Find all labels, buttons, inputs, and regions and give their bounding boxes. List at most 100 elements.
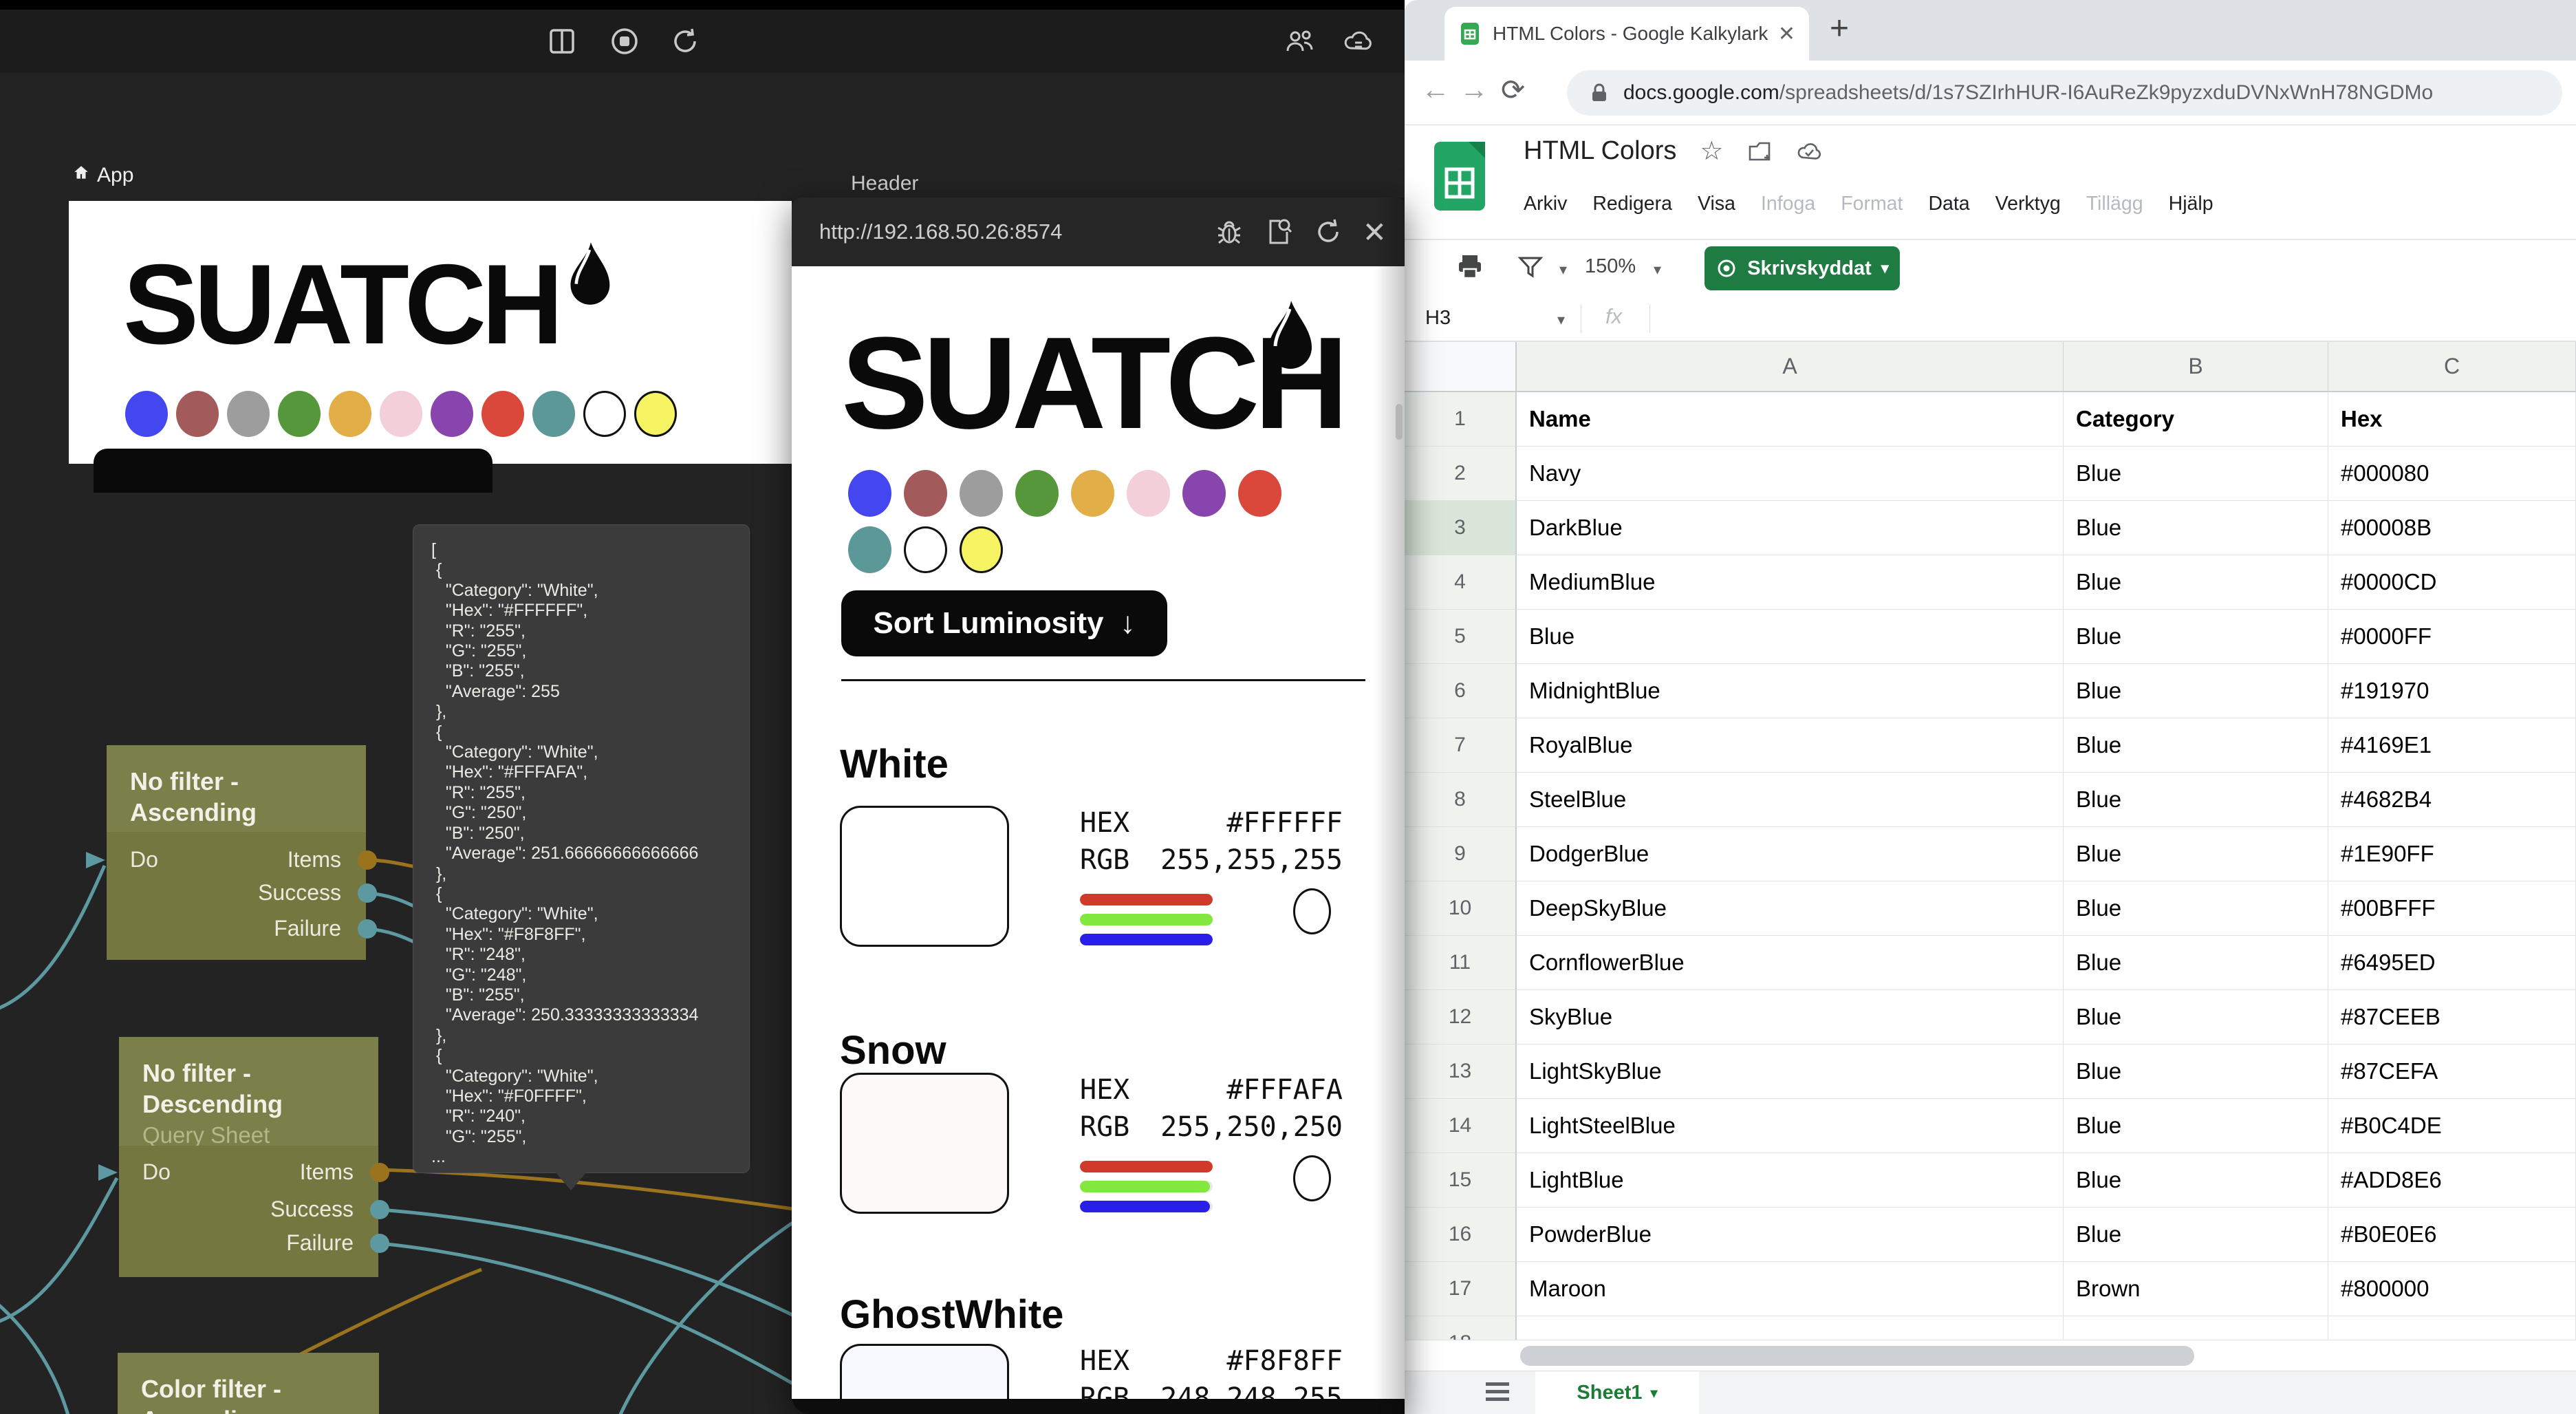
cell[interactable]: LightSkyBlue <box>1517 1045 2064 1099</box>
cell[interactable]: #00008B <box>2328 501 2576 555</box>
debug-bug-icon[interactable] <box>1214 217 1244 247</box>
move-icon[interactable] <box>1746 138 1773 164</box>
column-header-C[interactable]: C <box>2328 342 2576 392</box>
cell[interactable]: DarkBlue <box>1517 501 2064 555</box>
column-header-A[interactable]: A <box>1517 342 2064 392</box>
menu-item-redigera[interactable]: Redigera <box>1592 193 1672 215</box>
cell[interactable]: #4682B4 <box>2328 773 2576 827</box>
row-header[interactable]: 15 <box>1405 1153 1517 1208</box>
graph-node[interactable]: No filter - Descending Query Sheet Do Items… <box>98 1037 389 1277</box>
output-port-dot[interactable] <box>358 883 377 903</box>
cell[interactable]: #800000 <box>2328 1262 2576 1316</box>
refresh-icon[interactable] <box>669 25 702 58</box>
row-header[interactable]: 14 <box>1405 1099 1517 1153</box>
menu-item-tillägg[interactable]: Tillägg <box>2086 193 2143 215</box>
horizontal-scrollbar[interactable] <box>1405 1340 2576 1371</box>
cell[interactable]: Blue <box>2064 990 2328 1045</box>
grid-corner[interactable] <box>1405 342 1517 392</box>
cell[interactable]: #000080 <box>2328 447 2576 501</box>
row-header[interactable]: 11 <box>1405 936 1517 990</box>
cell[interactable]: Blue <box>2064 827 2328 881</box>
sort-luminosity-button[interactable]: Sort Luminosity ↓ <box>841 590 1167 656</box>
zoom-caret-icon[interactable]: ▾ <box>1654 261 1662 278</box>
cell[interactable]: MediumBlue <box>1517 555 2064 610</box>
cell[interactable]: #87CEEB <box>2328 990 2576 1045</box>
output-port-label[interactable]: Success <box>270 1197 354 1221</box>
filter-icon[interactable] <box>1516 253 1545 281</box>
cell[interactable]: MidnightBlue <box>1517 664 2064 718</box>
namebox-caret-icon[interactable]: ▾ <box>1557 311 1566 328</box>
reload-icon[interactable] <box>1313 217 1343 247</box>
split-columns-icon[interactable] <box>545 25 578 58</box>
refresh-icon[interactable]: ⟳ <box>1501 74 1526 106</box>
browser-tab[interactable]: HTML Colors - Google Kalkylark ✕ <box>1444 7 1809 61</box>
cell[interactable]: Blue <box>2064 718 2328 773</box>
protected-button[interactable]: Skrivskyddat ▾ <box>1704 246 1900 290</box>
star-icon[interactable]: ☆ <box>1700 136 1724 166</box>
cloud-sync-icon[interactable] <box>1341 25 1374 58</box>
row-header[interactable]: 1 <box>1405 392 1517 447</box>
all-sheets-icon[interactable] <box>1486 1382 1509 1405</box>
scrollbar-thumb[interactable] <box>1520 1346 2194 1366</box>
cell[interactable]: LightSteelBlue <box>1517 1099 2064 1153</box>
cell[interactable] <box>2064 1316 2328 1340</box>
new-tab-button[interactable]: + <box>1830 10 1850 47</box>
cell[interactable]: Blue <box>2064 555 2328 610</box>
cell[interactable]: Category <box>2064 392 2328 447</box>
row-header[interactable]: 8 <box>1405 773 1517 827</box>
output-port-label[interactable]: Failure <box>286 1230 354 1255</box>
print-icon[interactable] <box>1455 253 1484 281</box>
cell[interactable]: Blue <box>2064 881 2328 936</box>
breadcrumb[interactable]: App <box>72 164 133 187</box>
cell[interactable]: Blue <box>2064 447 2328 501</box>
sheet-tab[interactable]: Sheet1 ▾ <box>1535 1371 1699 1414</box>
row-header[interactable]: 9 <box>1405 827 1517 881</box>
cell[interactable]: DeepSkyBlue <box>1517 881 2064 936</box>
cell[interactable]: #ADD8E6 <box>2328 1153 2576 1208</box>
cell[interactable]: Blue <box>2064 610 2328 664</box>
cell[interactable]: Blue <box>1517 610 2064 664</box>
stop-icon[interactable] <box>608 25 641 58</box>
row-header[interactable]: 5 <box>1405 610 1517 664</box>
output-port-dot[interactable] <box>370 1200 389 1219</box>
forward-icon[interactable]: → <box>1460 73 1489 105</box>
output-port-dot[interactable] <box>358 850 377 870</box>
cell[interactable]: #6495ED <box>2328 936 2576 990</box>
cell[interactable]: Navy <box>1517 447 2064 501</box>
row-header[interactable]: 2 <box>1405 447 1517 501</box>
cell[interactable]: #4169E1 <box>2328 718 2576 773</box>
cell[interactable]: Blue <box>2064 1153 2328 1208</box>
inspect-page-icon[interactable] <box>1264 217 1294 247</box>
cell[interactable]: SteelBlue <box>1517 773 2064 827</box>
cell[interactable]: LightBlue <box>1517 1153 2064 1208</box>
name-box[interactable]: H3 <box>1425 307 1451 329</box>
cloud-saved-icon[interactable] <box>1796 138 1822 164</box>
row-header[interactable]: 13 <box>1405 1045 1517 1099</box>
cell[interactable]: Blue <box>2064 773 2328 827</box>
input-port-label[interactable]: Do <box>130 847 158 872</box>
preview-scrollbar[interactable] <box>1396 404 1403 440</box>
cell[interactable]: PowderBlue <box>1517 1208 2064 1262</box>
cell[interactable]: #191970 <box>2328 664 2576 718</box>
row-header[interactable]: 17 <box>1405 1262 1517 1316</box>
cell[interactable] <box>2328 1316 2576 1340</box>
menu-item-verktyg[interactable]: Verktyg <box>1995 193 2061 215</box>
cell[interactable]: Maroon <box>1517 1262 2064 1316</box>
preview-url[interactable]: http://192.168.50.26:8574 <box>819 219 1063 244</box>
tab-close-icon[interactable]: ✕ <box>1777 22 1795 45</box>
row-header[interactable]: 10 <box>1405 881 1517 936</box>
input-arrow-icon[interactable] <box>98 1164 118 1181</box>
cell[interactable]: Blue <box>2064 501 2328 555</box>
cell[interactable]: Blue <box>2064 936 2328 990</box>
row-header[interactable]: 6 <box>1405 664 1517 718</box>
output-port-label[interactable]: Items <box>287 847 341 872</box>
cell[interactable]: #0000FF <box>2328 610 2576 664</box>
output-port-label[interactable]: Items <box>299 1159 354 1184</box>
row-header[interactable]: 18 <box>1405 1316 1517 1340</box>
people-icon[interactable] <box>1284 25 1317 58</box>
row-header[interactable]: 7 <box>1405 718 1517 773</box>
cell[interactable]: CornflowerBlue <box>1517 936 2064 990</box>
column-header-B[interactable]: B <box>2064 342 2328 392</box>
sort-button-clipped[interactable] <box>94 449 493 493</box>
